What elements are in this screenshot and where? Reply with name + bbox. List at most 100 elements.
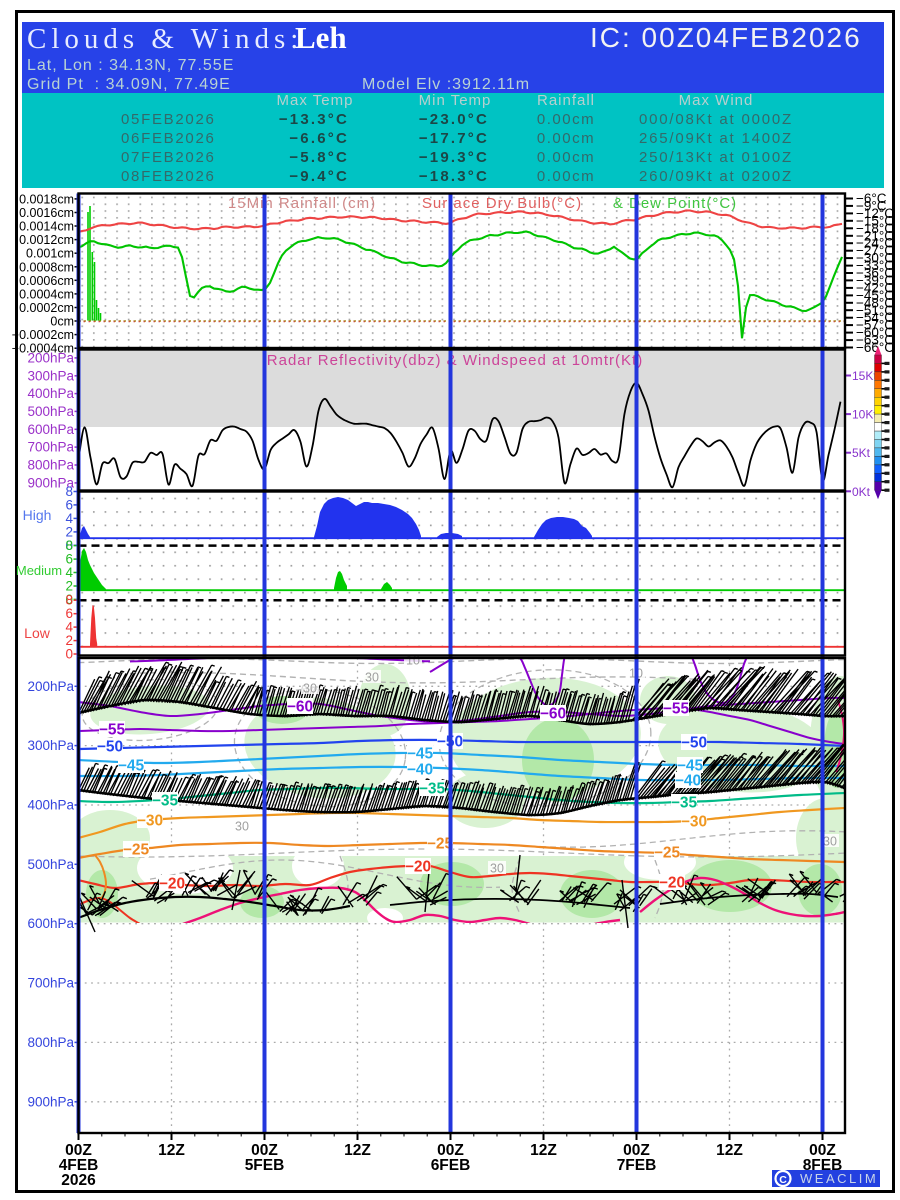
svg-text:−20: −20: [659, 875, 685, 892]
svg-text:0: 0: [65, 592, 73, 607]
svg-text:−15°C: −15°C: [856, 213, 894, 228]
svg-text:700hPa: 700hPa: [27, 976, 74, 991]
svg-text:−60°C: −60°C: [856, 325, 894, 340]
svg-text:0.0004cm: 0.0004cm: [19, 287, 74, 301]
svg-text:Max Temp: Max Temp: [277, 92, 354, 109]
svg-text:−30: −30: [137, 813, 163, 830]
svg-text:8: 8: [65, 484, 73, 499]
svg-text:0.0012cm: 0.0012cm: [19, 233, 74, 247]
svg-text:−25: −25: [123, 842, 150, 859]
svg-text:2: 2: [65, 524, 73, 539]
svg-text:C: C: [779, 1174, 787, 1186]
svg-text:12Z: 12Z: [344, 1142, 371, 1159]
svg-text:05FEB2026: 05FEB2026: [121, 111, 216, 128]
svg-text:−42°C: −42°C: [856, 280, 894, 295]
svg-text:8FEB: 8FEB: [803, 1157, 843, 1174]
svg-text:−60: −60: [540, 706, 566, 723]
svg-text:−40: −40: [407, 762, 433, 779]
svg-text:00Z: 00Z: [65, 1142, 92, 1159]
svg-text:−27°C: −27°C: [856, 243, 894, 258]
svg-text:5Kt: 5Kt: [852, 446, 871, 460]
svg-text:−35: −35: [671, 795, 698, 812]
svg-text:−45: −45: [118, 758, 145, 775]
svg-text:12Z: 12Z: [716, 1142, 743, 1159]
svg-text:−60: −60: [287, 699, 313, 716]
svg-text:0: 0: [65, 647, 73, 662]
svg-text:7FEB: 7FEB: [617, 1157, 657, 1174]
svg-text:00Z: 00Z: [623, 1142, 650, 1159]
svg-text:4FEB: 4FEB: [59, 1157, 99, 1174]
svg-text:−50: −50: [97, 739, 123, 756]
svg-text:30: 30: [823, 835, 837, 849]
svg-text:800hPa: 800hPa: [27, 1035, 74, 1050]
svg-text:−12°C: −12°C: [856, 206, 894, 221]
svg-text:−18°C: −18°C: [856, 221, 894, 236]
svg-text:250/13Kt at 0100Z: 250/13Kt at 0100Z: [639, 149, 793, 166]
svg-text:30: 30: [303, 682, 317, 696]
svg-text:−51°C: −51°C: [856, 303, 894, 318]
svg-text:00Z: 00Z: [251, 1142, 278, 1159]
svg-text:−6°C: −6°C: [856, 191, 887, 206]
svg-text:−36°C: −36°C: [856, 266, 894, 281]
svg-text:IC: 00Z04FEB2026: IC: 00Z04FEB2026: [590, 22, 862, 53]
svg-text:Model Elv :3912.11m: Model Elv :3912.11m: [362, 76, 530, 93]
svg-text:06FEB2026: 06FEB2026: [121, 130, 216, 147]
svg-text:0.00cm: 0.00cm: [537, 130, 595, 147]
svg-text:30: 30: [365, 671, 379, 685]
svg-text:Medium: Medium: [16, 563, 62, 578]
svg-text:2: 2: [65, 578, 73, 593]
svg-text:−6.6°C: −6.6°C: [289, 130, 349, 147]
svg-text:0.0014cm: 0.0014cm: [19, 220, 74, 234]
svg-text:−13.3°C: −13.3°C: [279, 111, 349, 128]
svg-text:−45: −45: [677, 758, 704, 775]
svg-text:265/09Kt at 1400Z: 265/09Kt at 1400Z: [639, 130, 793, 147]
svg-text:−25: −25: [654, 845, 681, 862]
svg-text:5FEB: 5FEB: [245, 1157, 285, 1174]
svg-text:400hPa: 400hPa: [27, 798, 74, 813]
svg-text:Min Temp: Min Temp: [419, 92, 492, 109]
svg-text:800hPa: 800hPa: [27, 458, 74, 473]
svg-text:Rainfall: Rainfall: [537, 92, 595, 109]
svg-text:2026: 2026: [61, 1172, 96, 1189]
svg-text:−0.0004cm: −0.0004cm: [12, 342, 74, 356]
svg-text:−5.8°C: −5.8°C: [289, 149, 349, 166]
svg-text:−35: −35: [419, 781, 446, 798]
svg-text:0.00cm: 0.00cm: [537, 111, 595, 128]
svg-text:300hPa: 300hPa: [27, 738, 74, 753]
svg-text:−18.3°C: −18.3°C: [419, 168, 489, 185]
svg-text:0.0018cm: 0.0018cm: [19, 192, 74, 206]
svg-text:6: 6: [65, 606, 73, 621]
svg-text:−30: −30: [681, 814, 707, 831]
svg-text:4: 4: [65, 620, 73, 635]
svg-text:−9°C: −9°C: [856, 198, 887, 213]
svg-text:WEACLIM: WEACLIM: [800, 1171, 878, 1186]
svg-text:0cm: 0cm: [50, 315, 74, 329]
svg-text:−24°C: −24°C: [856, 236, 894, 251]
svg-text:200hPa: 200hPa: [27, 679, 74, 694]
svg-text:Low: Low: [24, 625, 51, 641]
svg-text:8: 8: [65, 593, 73, 608]
svg-text:−20: −20: [405, 859, 431, 876]
svg-text:2: 2: [65, 633, 73, 648]
svg-text:−17.7°C: −17.7°C: [419, 130, 489, 147]
svg-text:300hPa: 300hPa: [27, 368, 74, 383]
svg-text:−0.0002cm: −0.0002cm: [12, 328, 74, 342]
svg-text:6: 6: [65, 497, 73, 512]
svg-text:0.001cm: 0.001cm: [26, 247, 74, 261]
svg-text:Max Wind: Max Wind: [679, 92, 754, 109]
svg-text:−55: −55: [663, 701, 690, 718]
svg-text:Leh: Leh: [295, 20, 347, 55]
svg-text:6: 6: [65, 552, 73, 567]
svg-text:0Kt: 0Kt: [852, 485, 871, 499]
svg-text:000/08Kt at 0000Z: 000/08Kt at 0000Z: [639, 111, 793, 128]
svg-text:00Z: 00Z: [437, 1142, 464, 1159]
svg-text:200hPa: 200hPa: [27, 350, 74, 365]
svg-text:500hPa: 500hPa: [27, 404, 74, 419]
svg-text:−23.0°C: −23.0°C: [419, 111, 489, 128]
svg-text:12Z: 12Z: [530, 1142, 557, 1159]
svg-text:Radar Reflectivity(dbz) & Wind: Radar Reflectivity(dbz) & Windspeed at 1…: [267, 352, 643, 369]
svg-text:30: 30: [235, 820, 249, 834]
svg-text:0.0006cm: 0.0006cm: [19, 274, 74, 288]
svg-text:−40: −40: [675, 773, 701, 790]
svg-text:15Kt: 15Kt: [852, 369, 877, 383]
